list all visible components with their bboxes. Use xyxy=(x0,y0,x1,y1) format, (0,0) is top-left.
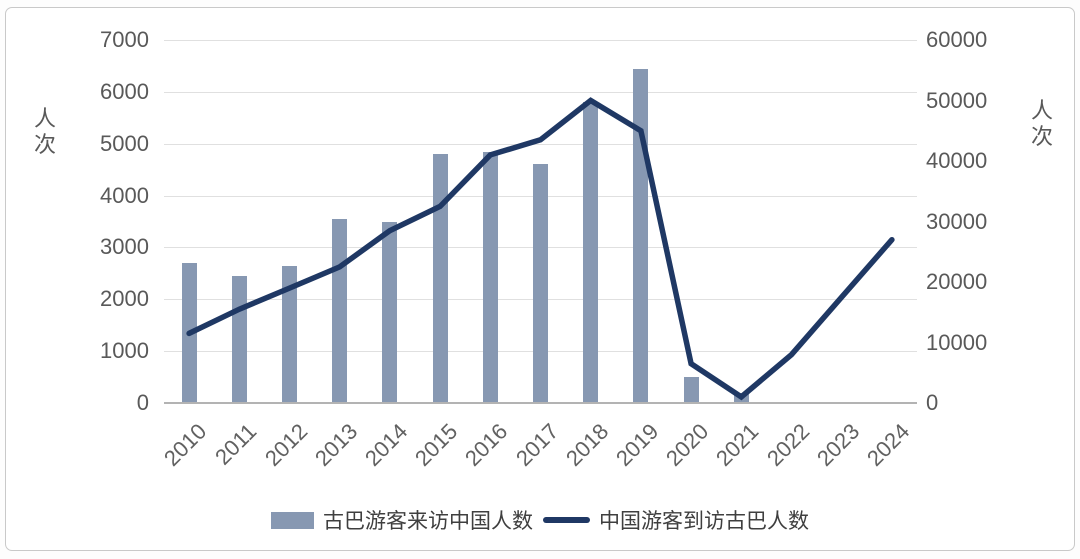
right-tick-label: 30000 xyxy=(926,208,988,234)
legend-label: 古巴游客来访中国人数 xyxy=(323,510,533,533)
legend-label: 中国游客到访古巴人数 xyxy=(599,510,809,533)
bar xyxy=(482,151,498,403)
gridline xyxy=(164,40,917,41)
right-tick-label: 10000 xyxy=(926,329,988,355)
chart-card: 人次 人次 0 1000 2000 3000 4000 5000 6000 7000 0 100… xyxy=(5,7,1075,551)
left-axis-title: 人次 xyxy=(34,106,58,157)
right-tick-label: 60000 xyxy=(926,27,988,52)
left-tick-label: 4000 xyxy=(100,182,149,208)
legend-item: 古巴游客来访中国人数 xyxy=(271,505,533,535)
left-tick-label: 5000 xyxy=(100,130,149,156)
bar xyxy=(382,221,398,403)
right-axis-title: 人次 xyxy=(1031,98,1055,149)
right-tick-label: 50000 xyxy=(926,87,988,113)
right-tick-label: 20000 xyxy=(926,269,988,294)
bar xyxy=(683,377,699,403)
legend: 古巴游客来访中国人数 中国游客到访古巴人数 xyxy=(6,503,1074,537)
left-tick-label: 7000 xyxy=(100,27,149,52)
bar xyxy=(282,265,297,403)
right-tick-label: 0 xyxy=(926,390,939,415)
line-path xyxy=(186,97,895,401)
bar xyxy=(583,102,599,403)
gridline xyxy=(164,143,917,145)
left-tick-label: 6000 xyxy=(100,78,149,104)
gridline xyxy=(164,91,917,93)
legend-line-swatch xyxy=(543,517,590,523)
right-tick-label: 40000 xyxy=(926,148,988,173)
legend-bar-swatch xyxy=(271,511,314,529)
left-tick-label: 3000 xyxy=(100,234,149,260)
bar xyxy=(533,164,548,403)
left-tick-label: 0 xyxy=(136,390,149,415)
left-tick-label: 2000 xyxy=(100,286,149,312)
left-tick-label: 1000 xyxy=(100,338,149,364)
x-axis-line xyxy=(164,402,917,404)
bar xyxy=(432,154,448,403)
plot-area xyxy=(164,40,917,404)
legend-item: 中国游客到访古巴人数 xyxy=(543,505,809,535)
line-series xyxy=(186,97,895,401)
